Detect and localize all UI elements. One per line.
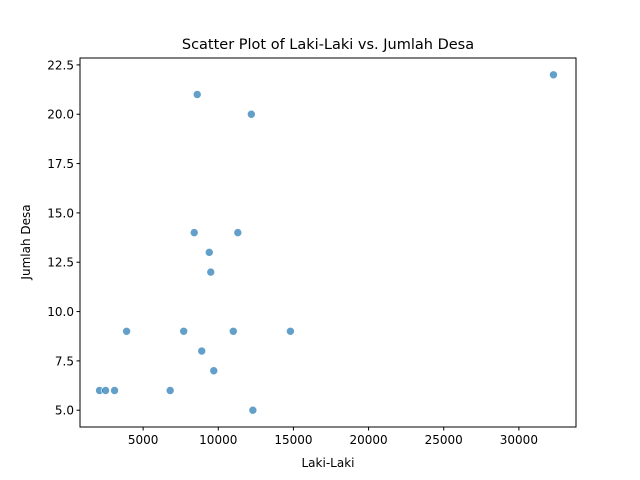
data-point: [549, 70, 558, 80]
x-axis-label: Laki-Laki: [302, 456, 355, 470]
y-tick-label: 15.0: [47, 206, 74, 220]
data-point: [286, 326, 295, 336]
data-point: [209, 366, 219, 376]
y-tick-label: 22.5: [47, 58, 74, 72]
data-point: [189, 228, 199, 237]
data-point: [229, 326, 238, 336]
data-point: [248, 405, 258, 415]
data-point: [165, 386, 175, 395]
y-tick-label: 5.0: [55, 404, 74, 418]
data-point: [101, 386, 110, 395]
data-point: [197, 346, 207, 356]
data-point: [206, 267, 216, 277]
x-tick-label: 20000: [349, 433, 387, 447]
data-point: [233, 228, 243, 237]
x-tick-label: 25000: [425, 433, 463, 447]
data-point: [247, 109, 256, 119]
chart-title: Scatter Plot of Laki-Laki vs. Jumlah Des…: [182, 37, 474, 53]
plot-frame: [79, 57, 577, 428]
data-point: [192, 90, 202, 99]
x-tick-label: 30000: [500, 433, 538, 447]
y-tick-label: 12.5: [47, 256, 74, 270]
y-axis-label: Jumlah Desa: [19, 204, 33, 280]
data-point: [179, 326, 189, 336]
points-layer: [95, 70, 558, 415]
y-tick-label: 20.0: [47, 108, 74, 122]
data-point: [204, 248, 214, 257]
y-tick-label: 7.5: [55, 354, 74, 368]
x-tick-label: 10000: [199, 433, 237, 447]
x-axis: 5000 10000 15000 20000 25000 30000: [128, 427, 538, 447]
y-axis: 5.0 7.5 10.0 12.5 15.0 17.5 20.0 22.5: [47, 58, 80, 418]
y-tick-label: 10.0: [47, 305, 74, 319]
y-tick-label: 17.5: [47, 157, 74, 171]
x-tick-label: 5000: [128, 433, 159, 447]
data-point: [122, 326, 131, 336]
x-tick-label: 15000: [274, 433, 312, 447]
data-point: [110, 386, 119, 395]
